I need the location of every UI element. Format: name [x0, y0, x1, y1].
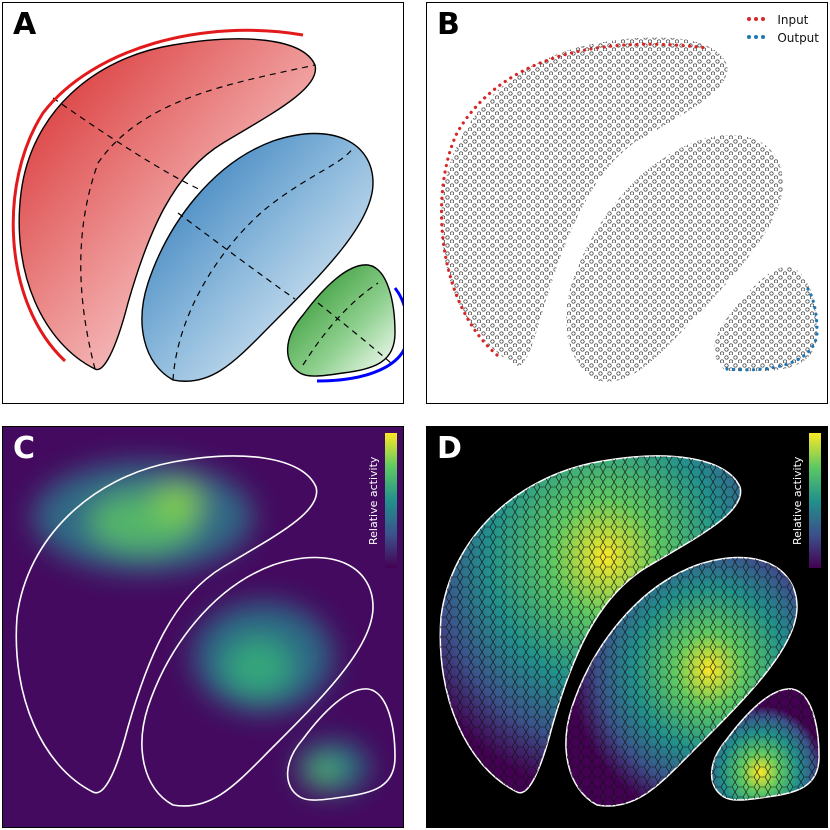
colorbar-d-label: Relative activity	[791, 456, 804, 545]
green-blue-arc	[316, 287, 403, 383]
c-outlines	[15, 455, 396, 807]
legend-input: Input	[747, 11, 819, 29]
output-dots	[725, 283, 819, 372]
d-region-1	[439, 455, 742, 794]
d-region-3	[710, 688, 820, 801]
blue-region	[141, 132, 374, 382]
panel-d-voronoi	[439, 455, 820, 807]
legend-output-label: Output	[777, 31, 819, 45]
colorbar-c-label: Relative activity	[367, 456, 380, 545]
panel-b-points	[439, 37, 819, 382]
legend-output: Output	[747, 29, 819, 47]
legend-input-label: Input	[777, 13, 809, 27]
b-region-3	[714, 266, 817, 371]
green-dashed-1	[302, 282, 379, 366]
colorbar-d-gradient	[809, 433, 821, 568]
input-marker-icon	[747, 17, 769, 23]
panel-c-label: C	[13, 431, 36, 466]
panel-d-label: D	[437, 431, 462, 466]
b-region-2	[566, 135, 783, 382]
panel-a: A	[2, 2, 404, 404]
colorbar-c-gradient	[385, 433, 397, 568]
red-dashed-long	[80, 64, 316, 370]
panel-a-diagram	[11, 28, 403, 383]
colorbar-c: Relative activity	[367, 433, 397, 568]
green-region	[286, 264, 396, 377]
input-dots	[439, 42, 709, 357]
panel-c-heatmap	[15, 455, 396, 807]
b-region-1	[441, 37, 728, 366]
panel-b-label: B	[437, 7, 460, 42]
panel-a-label: A	[13, 7, 37, 42]
activity-blobs	[33, 462, 368, 792]
d-region-2	[565, 556, 798, 807]
output-marker-icon	[747, 35, 769, 41]
legend: Input Output	[747, 11, 819, 47]
panel-d: D Relative activity	[426, 426, 828, 828]
colorbar-d: Relative activity	[791, 433, 821, 568]
panel-c: C Relative activity	[2, 426, 404, 828]
blue-dashed-long	[172, 147, 354, 381]
green-dashed-2	[317, 302, 392, 364]
red-dashed-cross	[52, 97, 204, 192]
red-region	[18, 38, 317, 371]
panel-b: B Input Output	[426, 2, 828, 404]
red-arc	[11, 28, 304, 363]
